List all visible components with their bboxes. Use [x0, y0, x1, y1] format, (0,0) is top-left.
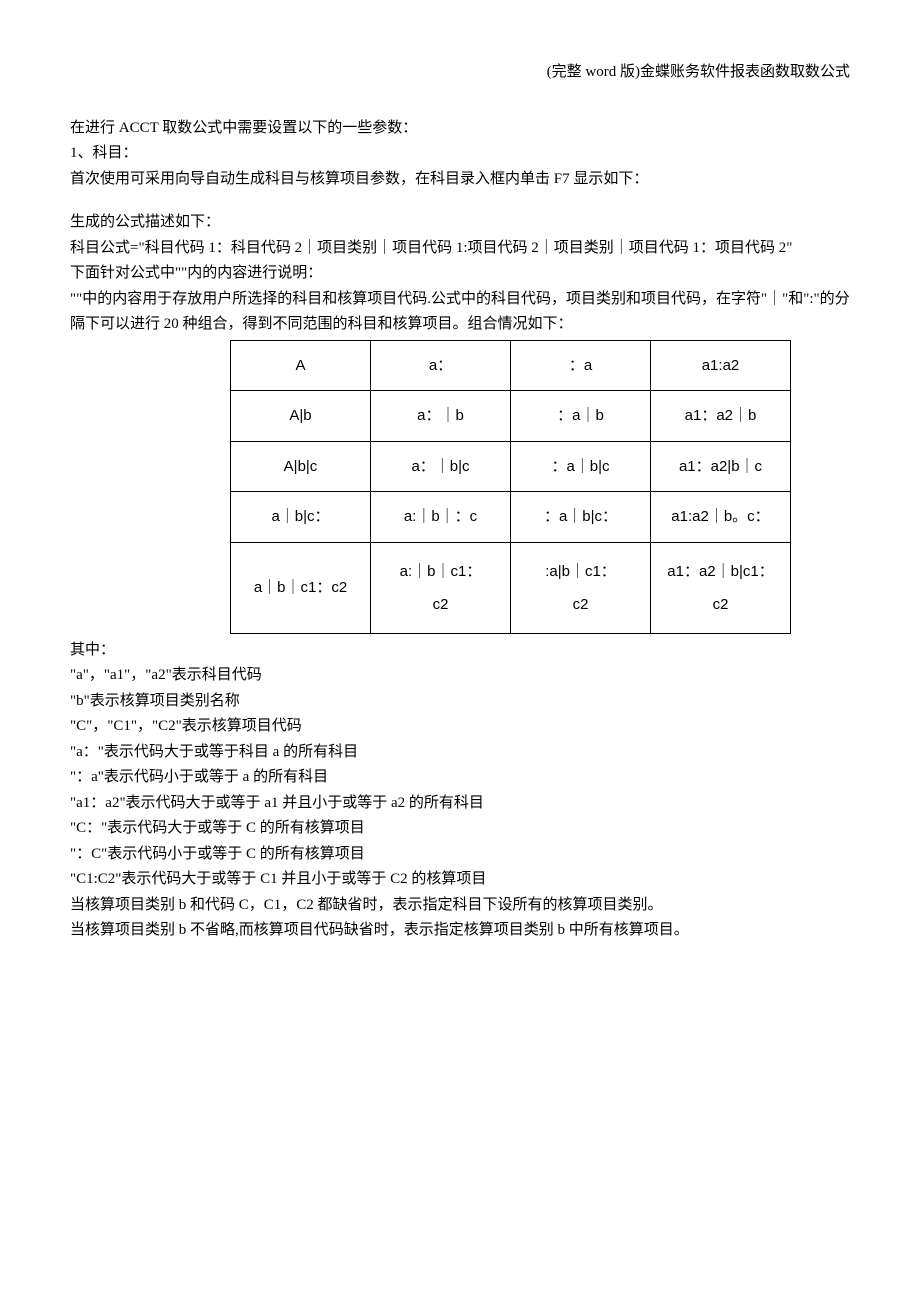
table-cell: :a|b｜c1：c2	[511, 542, 651, 633]
paragraph: 当核算项目类别 b 不省略,而核算项目代码缺省时，表示指定核算项目类别 b 中所…	[70, 918, 850, 944]
document-body: 在进行 ACCT 取数公式中需要设置以下的一些参数： 1、科目： 首次使用可采用…	[70, 116, 850, 944]
paragraph: 科目公式="科目代码 1：科目代码 2｜项目类别｜项目代码 1:项目代码 2｜项…	[70, 236, 850, 262]
paragraph: 在进行 ACCT 取数公式中需要设置以下的一些参数：	[70, 116, 850, 142]
paragraph: "b"表示核算项目类别名称	[70, 689, 850, 715]
table-cell: ：a｜b|c：	[511, 492, 651, 543]
paragraph: 生成的公式描述如下：	[70, 210, 850, 236]
table-cell: a:｜b｜c1：c2	[371, 542, 511, 633]
table-row: a｜b｜c1：c2a:｜b｜c1：c2:a|b｜c1：c2a1：a2｜b|c1：…	[231, 542, 791, 633]
paragraph: 1、科目：	[70, 141, 850, 167]
paragraph: "C"，"C1"，"C2"表示核算项目代码	[70, 714, 850, 740]
table-row: A|ba：｜b：a｜ba1：a2｜b	[231, 391, 791, 442]
combination-table: Aa：：aa1:a2A|ba：｜b：a｜ba1：a2｜bA|b|ca：｜b|c：…	[230, 340, 791, 634]
paragraph: ""中的内容用于存放用户所选择的科目和核算项目代码.公式中的科目代码，项目类别和…	[70, 287, 850, 338]
paragraph: 首次使用可采用向导自动生成科目与核算项目参数，在科目录入框内单击 F7 显示如下…	[70, 167, 850, 193]
table-cell: a1：a2｜b	[651, 391, 791, 442]
table-cell: a:｜b｜：c	[371, 492, 511, 543]
table-cell: A|b|c	[231, 441, 371, 492]
table-cell: a：｜b|c	[371, 441, 511, 492]
paragraph: "a1：a2"表示代码大于或等于 a1 并且小于或等于 a2 的所有科目	[70, 791, 850, 817]
paragraph: "：a"表示代码小于或等于 a 的所有科目	[70, 765, 850, 791]
table-cell: ：a｜b	[511, 391, 651, 442]
paragraph: 其中：	[70, 638, 850, 664]
paragraph: 当核算项目类别 b 和代码 C，C1，C2 都缺省时，表示指定科目下设所有的核算…	[70, 893, 850, 919]
table-row: Aa：：aa1:a2	[231, 340, 791, 391]
table-cell: a1:a2	[651, 340, 791, 391]
table-cell: a：	[371, 340, 511, 391]
paragraph: "C1:C2"表示代码大于或等于 C1 并且小于或等于 C2 的核算项目	[70, 867, 850, 893]
table-cell: a：｜b	[371, 391, 511, 442]
table-cell: a｜b｜c1：c2	[231, 542, 371, 633]
paragraph: "：C"表示代码小于或等于 C 的所有核算项目	[70, 842, 850, 868]
table-row: A|b|ca：｜b|c：a｜b|ca1：a2|b｜c	[231, 441, 791, 492]
table-cell: A|b	[231, 391, 371, 442]
paragraph: "a"，"a1"，"a2"表示科目代码	[70, 663, 850, 689]
table-row: a｜b|c：a:｜b｜：c：a｜b|c：a1:a2｜b。c：	[231, 492, 791, 543]
paragraph: "a："表示代码大于或等于科目 a 的所有科目	[70, 740, 850, 766]
table-cell: a1：a2|b｜c	[651, 441, 791, 492]
table-cell: A	[231, 340, 371, 391]
table-cell: ：a	[511, 340, 651, 391]
table-cell: a1：a2｜b|c1：c2	[651, 542, 791, 633]
table-cell: a｜b|c：	[231, 492, 371, 543]
table-cell: a1:a2｜b。c：	[651, 492, 791, 543]
paragraph: 下面针对公式中""内的内容进行说明：	[70, 261, 850, 287]
paragraph: "C："表示代码大于或等于 C 的所有核算项目	[70, 816, 850, 842]
table-cell: ：a｜b|c	[511, 441, 651, 492]
page-header: (完整 word 版)金蝶账务软件报表函数取数公式	[70, 60, 850, 86]
